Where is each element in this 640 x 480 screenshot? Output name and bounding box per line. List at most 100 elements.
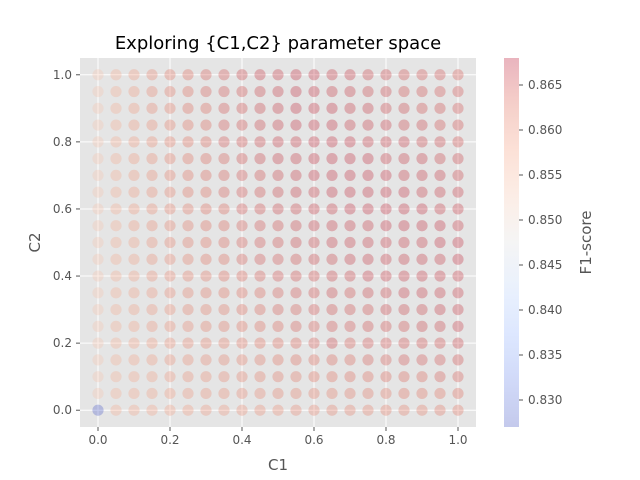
data-point	[416, 102, 428, 114]
data-point	[362, 85, 374, 98]
data-point	[218, 387, 230, 400]
data-point	[92, 102, 104, 114]
data-point	[92, 320, 104, 332]
data-point	[380, 320, 392, 332]
data-point	[182, 169, 194, 182]
data-point	[362, 119, 374, 131]
data-point	[326, 253, 338, 265]
data-point	[254, 320, 266, 332]
data-point	[272, 371, 284, 383]
data-point	[164, 270, 176, 282]
data-point	[146, 303, 158, 316]
data-point	[254, 119, 266, 131]
data-point	[92, 236, 104, 249]
data-point	[452, 69, 464, 81]
data-point	[380, 69, 392, 81]
data-point	[362, 270, 374, 282]
data-point	[344, 85, 356, 98]
data-point	[308, 404, 320, 416]
data-point	[164, 85, 176, 98]
data-point	[146, 387, 158, 400]
data-point	[110, 136, 122, 148]
data-point	[326, 136, 338, 148]
data-point	[200, 119, 212, 131]
data-point	[416, 270, 428, 282]
data-point	[416, 119, 428, 131]
data-point	[182, 404, 194, 416]
data-point	[182, 203, 194, 215]
data-point	[164, 253, 176, 265]
data-point	[308, 69, 320, 81]
data-point	[110, 220, 122, 232]
plot-area	[80, 58, 476, 427]
data-point	[110, 186, 122, 198]
data-point	[146, 220, 158, 232]
data-point	[146, 102, 158, 114]
data-point	[146, 337, 158, 349]
data-point	[362, 387, 374, 400]
data-point	[128, 102, 140, 114]
data-point	[164, 220, 176, 232]
data-point	[146, 404, 158, 416]
data-point	[344, 287, 356, 299]
data-point	[416, 303, 428, 316]
data-point	[290, 236, 302, 249]
y-axis-label: C2	[26, 232, 44, 252]
data-point	[326, 287, 338, 299]
data-point	[92, 303, 104, 316]
data-point	[380, 404, 392, 416]
data-point	[218, 69, 230, 81]
data-point	[434, 203, 446, 215]
data-point	[434, 119, 446, 131]
colorbar-tick-label: 0.840	[528, 303, 562, 317]
data-point	[308, 136, 320, 148]
data-point	[398, 303, 410, 316]
data-point	[398, 69, 410, 81]
data-point	[380, 371, 392, 383]
data-point	[290, 270, 302, 282]
data-point	[434, 69, 446, 81]
data-point	[110, 119, 122, 131]
data-point	[236, 354, 248, 366]
data-point	[146, 169, 158, 182]
data-point	[272, 253, 284, 265]
data-point	[452, 404, 464, 416]
x-tick-label: 0.2	[160, 433, 179, 447]
data-point	[344, 320, 356, 332]
data-point	[326, 404, 338, 416]
data-point	[308, 119, 320, 131]
data-point	[254, 186, 266, 198]
data-point	[290, 287, 302, 299]
colorbar-tick-label: 0.860	[528, 123, 562, 137]
data-point	[236, 371, 248, 383]
data-point	[398, 354, 410, 366]
data-point	[452, 136, 464, 148]
data-point	[416, 320, 428, 332]
data-point	[452, 85, 464, 98]
data-point	[380, 287, 392, 299]
data-point	[380, 153, 392, 165]
data-point	[182, 337, 194, 349]
data-point	[290, 153, 302, 165]
data-point	[290, 136, 302, 148]
data-point	[308, 169, 320, 182]
data-point	[344, 270, 356, 282]
data-point	[452, 236, 464, 249]
data-point	[398, 270, 410, 282]
data-point	[110, 320, 122, 332]
data-point	[290, 303, 302, 316]
data-point	[452, 203, 464, 215]
data-point	[200, 354, 212, 366]
data-point	[416, 404, 428, 416]
data-point	[110, 303, 122, 316]
data-point	[254, 220, 266, 232]
data-point	[434, 136, 446, 148]
data-point	[272, 387, 284, 400]
y-tick-label: 0.8	[53, 135, 72, 149]
data-point	[200, 186, 212, 198]
data-point	[416, 371, 428, 383]
data-point	[362, 186, 374, 198]
data-point	[362, 287, 374, 299]
data-point	[218, 236, 230, 249]
